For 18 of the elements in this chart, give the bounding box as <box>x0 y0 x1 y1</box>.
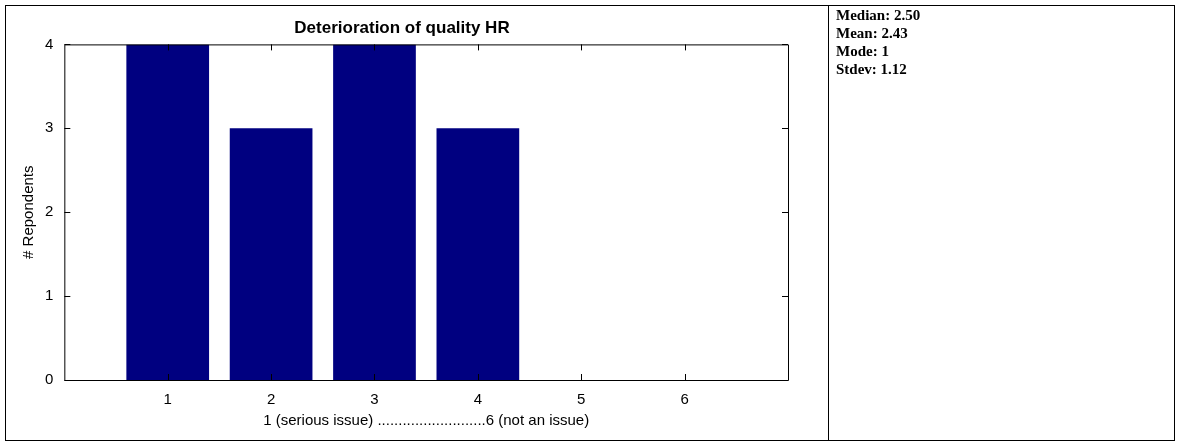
text: Mean: 2.43 <box>836 24 909 42</box>
x-tick-label: 1 <box>163 390 172 408</box>
text: Stdev: 1.12 <box>836 60 908 78</box>
chart-title: Deterioration of quality HR <box>294 17 510 37</box>
y-tick-label: 4 <box>45 34 54 52</box>
y-axis-title: # Repondents <box>19 165 37 259</box>
x-tick-label: 5 <box>577 390 586 408</box>
y-tick-label: 1 <box>45 286 54 304</box>
text: Median: 2.50 <box>836 6 921 24</box>
y-tick-label: 0 <box>45 370 54 388</box>
text: Mode: 1 <box>836 42 890 60</box>
y-tick-label: 2 <box>45 202 54 220</box>
x-tick-label: 6 <box>680 390 689 408</box>
x-tick-label: 2 <box>266 390 276 408</box>
x-axis-title: 1 (serious issue) ..........................6 (not an issue) <box>263 411 590 429</box>
y-tick-label: 3 <box>45 118 54 136</box>
x-tick-label: 3 <box>370 390 379 408</box>
x-tick-label: 4 <box>473 390 483 408</box>
